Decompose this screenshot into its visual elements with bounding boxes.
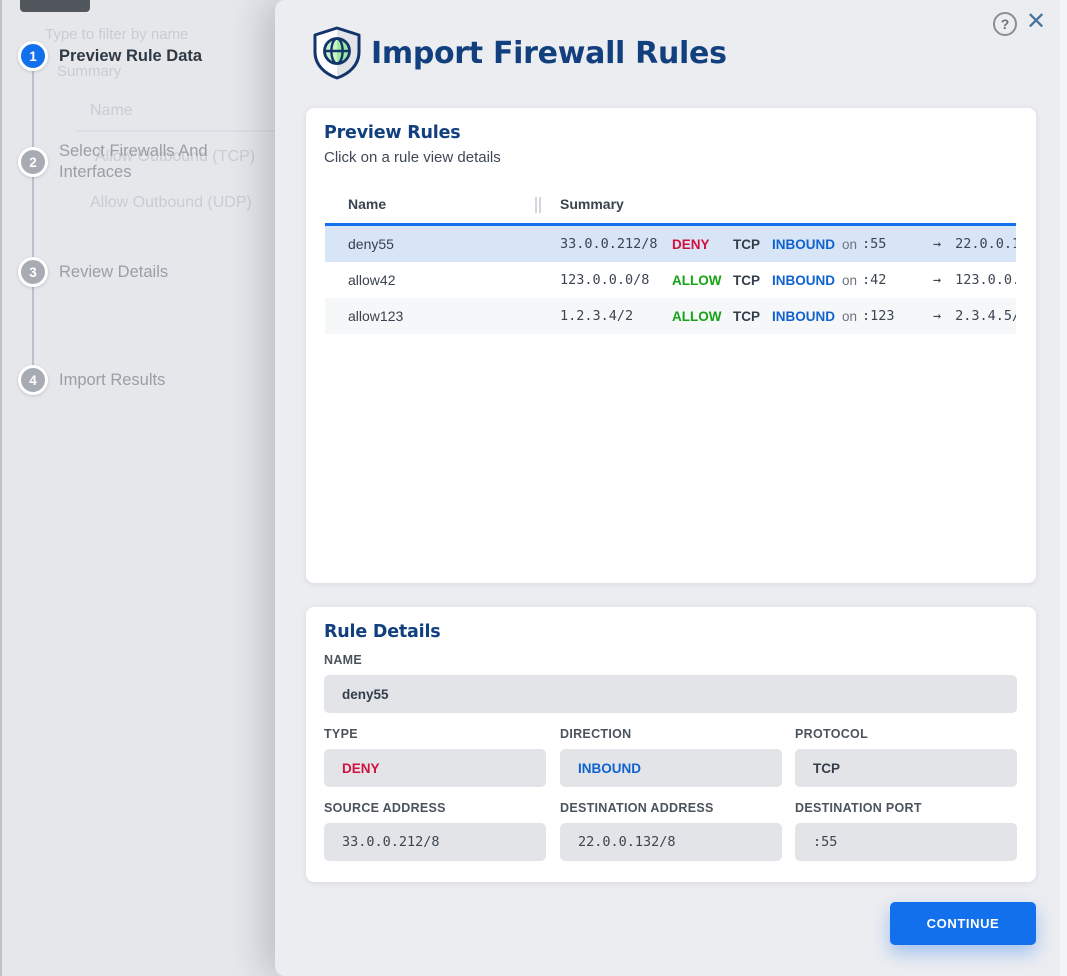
destination-address-field: 22.0.0.132/8 <box>560 823 782 861</box>
protocol-field-label: PROTOCOL <box>795 727 869 741</box>
rule-source: 1.2.3.4/2 <box>560 308 634 324</box>
rule-name: allow123 <box>348 308 404 324</box>
import-firewall-rules-modal: Import Firewall Rules ? ✕ Preview Rules … <box>275 0 1067 976</box>
rule-row-allow123[interactable]: allow123 1.2.3.4/2 ALLOW TCP INBOUND on … <box>325 298 1016 334</box>
preview-rules-title: Preview Rules <box>324 123 461 143</box>
arrow-icon: → <box>933 308 942 324</box>
rule-on-word: on <box>842 308 858 324</box>
step-1-label: Preview Rule Data <box>59 46 203 65</box>
arrow-icon: → <box>933 236 942 252</box>
direction-field: INBOUND <box>560 749 782 787</box>
backdrop-ghost-dark-box <box>20 0 90 12</box>
backdrop-ghost-allow-tcp-text: Allow Outbound (TCP) <box>95 148 256 165</box>
stepper-step-import-results[interactable]: 4 Import Results <box>18 365 267 395</box>
step-4-label: Import Results <box>59 370 166 389</box>
preview-rules-card: Preview Rules Click on a rule view detai… <box>306 108 1036 583</box>
preview-rules-subtitle: Click on a rule view details <box>324 149 501 166</box>
rule-name: deny55 <box>348 236 394 252</box>
rule-port: :123 <box>862 308 895 324</box>
name-field-value: deny55 <box>342 686 389 702</box>
help-icon[interactable]: ? <box>993 12 1017 36</box>
destination-address-field-value: 22.0.0.132/8 <box>578 834 676 850</box>
destination-address-field-label: DESTINATION ADDRESS <box>560 801 714 815</box>
type-field-value: DENY <box>342 760 380 776</box>
rule-direction: INBOUND <box>772 272 835 288</box>
step-3-label: Review Details <box>59 262 169 281</box>
source-address-field-label: SOURCE ADDRESS <box>324 801 446 815</box>
step-3-number-badge: 3 <box>18 257 48 287</box>
rule-source: 123.0.0.0/8 <box>560 272 650 288</box>
modal-title: Import Firewall Rules <box>371 36 727 71</box>
rule-on-word: on <box>842 272 858 288</box>
step-1-number-badge: 1 <box>18 41 48 71</box>
column-header-summary: Summary <box>560 196 624 212</box>
stepper-step-select-firewalls[interactable]: 2 Select Firewalls And Interfaces <box>18 141 267 183</box>
backdrop-ghost-divider <box>75 130 275 132</box>
rule-protocol: TCP <box>733 272 760 288</box>
arrow-icon: → <box>933 272 942 288</box>
stepper-step-preview-rule-data[interactable]: 1 Preview Rule Data <box>18 41 267 71</box>
rule-action-badge: ALLOW <box>672 272 722 288</box>
rule-details-card: Rule Details NAME deny55 TYPE DENY DIREC… <box>306 607 1036 882</box>
shield-globe-icon <box>308 25 366 86</box>
column-header-name: Name <box>348 196 387 212</box>
rule-protocol: TCP <box>733 308 760 324</box>
rule-details-title: Rule Details <box>324 622 441 642</box>
type-field-label: TYPE <box>324 727 358 741</box>
continue-button[interactable]: CONTINUE <box>890 902 1036 945</box>
backdrop-ghost-allow-udp-text: Allow Outbound (UDP) <box>90 194 252 211</box>
rule-port: :42 <box>862 272 887 288</box>
direction-field-value: INBOUND <box>578 760 641 776</box>
rule-protocol: TCP <box>733 236 760 252</box>
rule-destination: 22.0.0.1 <box>955 236 1016 252</box>
rule-source: 33.0.0.212/8 <box>560 236 658 252</box>
destination-port-field: :55 <box>795 823 1017 861</box>
type-field: DENY <box>324 749 546 787</box>
column-resize-handle[interactable] <box>535 197 541 213</box>
rule-destination: 2.3.4.5/ <box>955 308 1016 324</box>
rule-name: allow42 <box>348 272 396 288</box>
step-2-number-badge: 2 <box>18 147 48 177</box>
protocol-field-value: TCP <box>813 760 840 776</box>
rule-row-allow42[interactable]: allow42 123.0.0.0/8 ALLOW TCP INBOUND on… <box>325 262 1016 298</box>
rule-direction: INBOUND <box>772 236 835 252</box>
rule-row-deny55[interactable]: deny55 33.0.0.212/8 DENY TCP INBOUND on … <box>325 226 1016 262</box>
rule-direction: INBOUND <box>772 308 835 324</box>
destination-port-field-value: :55 <box>813 834 838 850</box>
backdrop-ghost-filter-text: Type to filter by name <box>45 26 189 43</box>
name-field: deny55 <box>324 675 1017 713</box>
step-4-number-badge: 4 <box>18 365 48 395</box>
rule-port: :55 <box>862 236 887 252</box>
source-address-field-value: 33.0.0.212/8 <box>342 834 440 850</box>
direction-field-label: DIRECTION <box>560 727 632 741</box>
protocol-field: TCP <box>795 749 1017 787</box>
close-icon[interactable]: ✕ <box>1025 7 1047 35</box>
backdrop-ghost-name-text: Name <box>90 102 133 119</box>
rule-on-word: on <box>842 236 858 252</box>
rules-table-body: deny55 33.0.0.212/8 DENY TCP INBOUND on … <box>325 226 1016 334</box>
table-header-accent-line <box>325 223 1016 226</box>
stepper-connector-line <box>32 56 34 380</box>
source-address-field: 33.0.0.212/8 <box>324 823 546 861</box>
stepper-step-review-details[interactable]: 3 Review Details <box>18 257 267 287</box>
backdrop-page-edge <box>0 0 2 976</box>
step-2-label: Select Firewalls And Interfaces <box>59 142 208 181</box>
rule-action-badge: DENY <box>672 236 710 252</box>
destination-port-field-label: DESTINATION PORT <box>795 801 922 815</box>
backdrop-ghost-summary-text: Summary <box>57 63 122 80</box>
rule-destination: 123.0.0.0 <box>955 272 1016 288</box>
name-field-label: NAME <box>324 653 363 667</box>
rule-action-badge: ALLOW <box>672 308 722 324</box>
modal-scrollbar-track[interactable] <box>1060 0 1067 976</box>
